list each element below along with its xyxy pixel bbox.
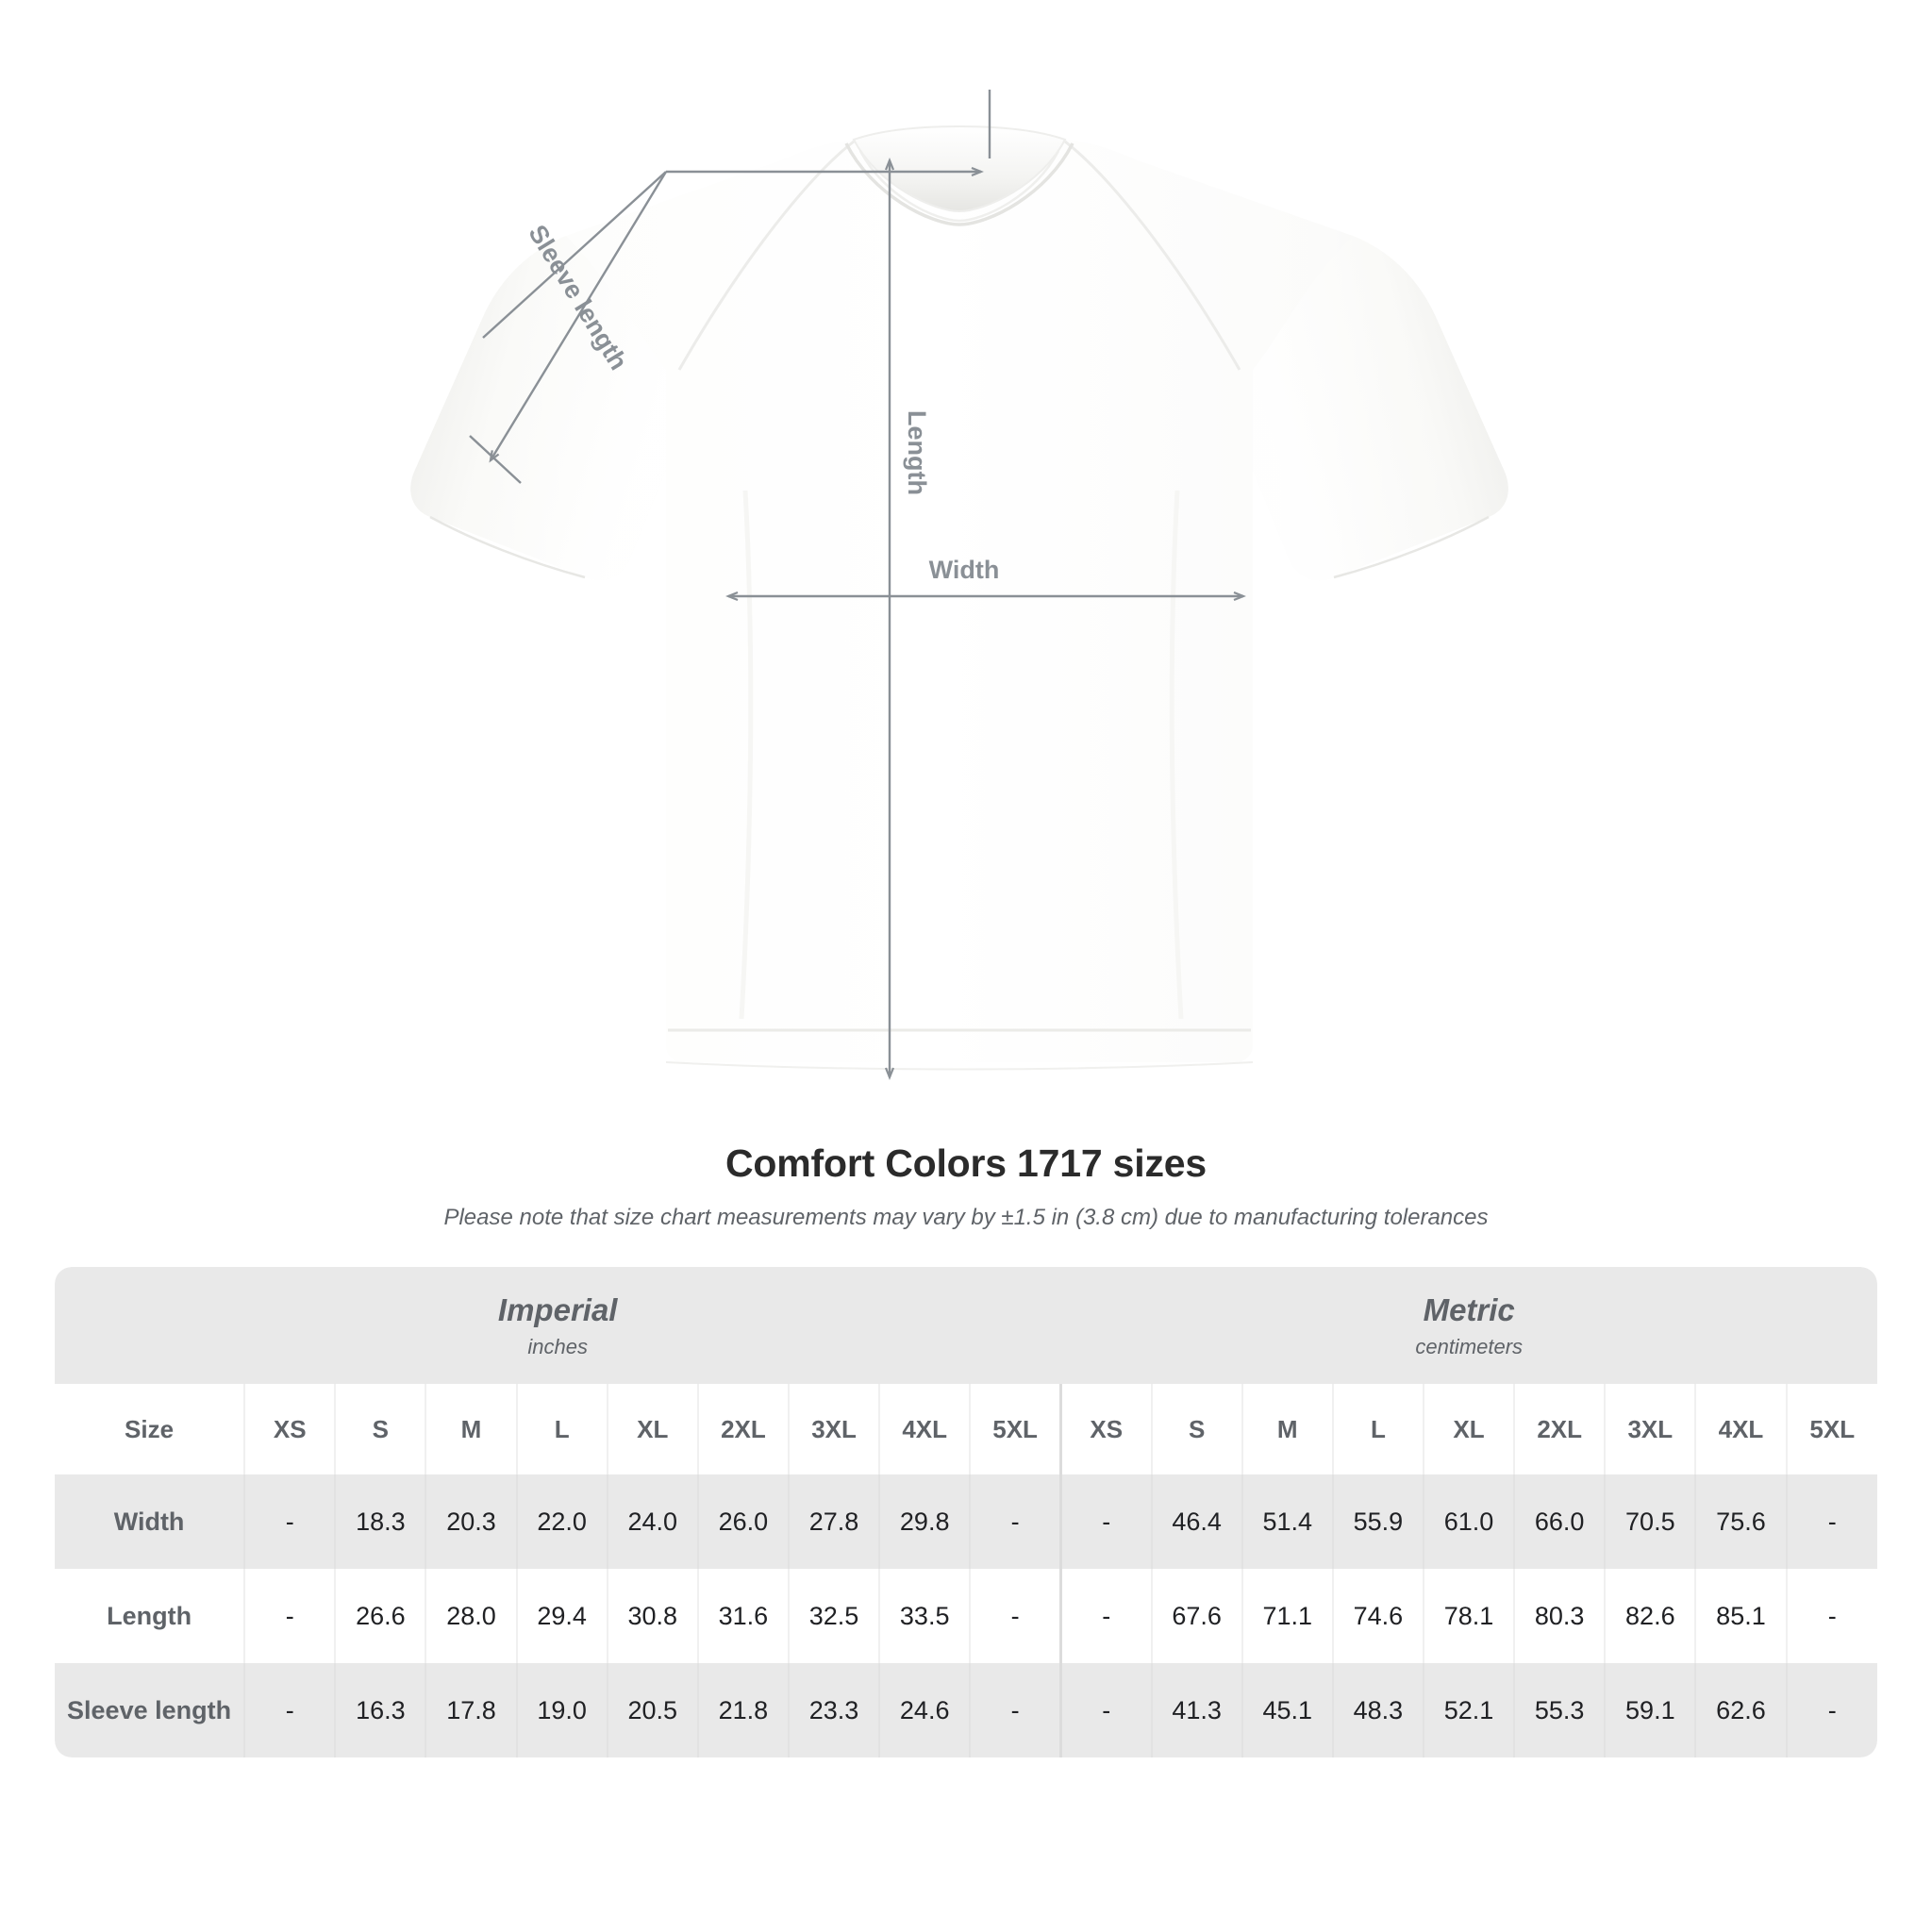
row-label-length: Length xyxy=(55,1569,245,1663)
cell-length-imp-l: 29.4 xyxy=(515,1569,608,1663)
size-header-imp-m: M xyxy=(425,1384,517,1474)
size-header-imp-s: S xyxy=(334,1384,426,1474)
cell-width-imp-xs: - xyxy=(243,1474,336,1569)
length-label: Length xyxy=(903,410,931,495)
cell-width-met-5xl: - xyxy=(1785,1474,1877,1569)
size-header-met-xl: XL xyxy=(1422,1384,1515,1474)
size-header-imp-5xl: 5XL xyxy=(969,1384,1061,1474)
cell-width-imp-xl: 24.0 xyxy=(606,1474,698,1569)
cell-sleeve-imp-l: 19.0 xyxy=(515,1663,608,1757)
cell-sleeve-met-2xl: 55.3 xyxy=(1513,1663,1606,1757)
cell-sleeve-imp-4xl: 24.6 xyxy=(878,1663,971,1757)
cell-length-met-xs: - xyxy=(1058,1569,1152,1663)
unit-cell-metric: Metric centimeters xyxy=(1060,1267,1877,1384)
cell-width-met-s: 46.4 xyxy=(1150,1474,1242,1569)
cell-sleeve-met-3xl: 59.1 xyxy=(1604,1663,1696,1757)
size-table-wrap: Imperial inches Metric centimeters Size … xyxy=(55,1267,1877,1757)
size-header-met-4xl: 4XL xyxy=(1694,1384,1787,1474)
cell-sleeve-met-s: 41.3 xyxy=(1150,1663,1242,1757)
cell-length-imp-5xl: - xyxy=(969,1569,1061,1663)
size-header-met-xs: XS xyxy=(1058,1384,1152,1474)
size-header-met-l: L xyxy=(1331,1384,1424,1474)
table-row: Sleeve length - 16.3 17.8 19.0 20.5 21.8… xyxy=(55,1663,1877,1757)
unit-cell-imperial: Imperial inches xyxy=(55,1267,1061,1384)
unit-name-metric: Metric xyxy=(1423,1291,1515,1327)
cell-length-met-3xl: 82.6 xyxy=(1604,1569,1696,1663)
measurement-overlay xyxy=(469,90,1243,1077)
size-header-label: Size xyxy=(55,1384,245,1474)
size-header-imp-l: L xyxy=(515,1384,608,1474)
cell-length-met-4xl: 85.1 xyxy=(1694,1569,1787,1663)
cell-length-imp-4xl: 33.5 xyxy=(878,1569,971,1663)
size-header-imp-2xl: 2XL xyxy=(696,1384,789,1474)
cell-width-met-2xl: 66.0 xyxy=(1513,1474,1606,1569)
unit-header-row: Imperial inches Metric centimeters xyxy=(55,1267,1877,1384)
cell-sleeve-met-xl: 52.1 xyxy=(1422,1663,1515,1757)
cell-length-imp-xs: - xyxy=(243,1569,336,1663)
page-subtitle: Please note that size chart measurements… xyxy=(443,1205,1489,1231)
size-header-imp-4xl: 4XL xyxy=(878,1384,971,1474)
unit-sub-metric: centimeters xyxy=(1415,1334,1524,1358)
width-label: Width xyxy=(929,556,1000,584)
cell-sleeve-met-l: 48.3 xyxy=(1331,1663,1424,1757)
cell-sleeve-imp-m: 17.8 xyxy=(425,1663,517,1757)
cell-width-imp-5xl: - xyxy=(969,1474,1061,1569)
cell-sleeve-met-m: 45.1 xyxy=(1241,1663,1333,1757)
size-header-met-5xl: 5XL xyxy=(1785,1384,1877,1474)
cell-sleeve-met-5xl: - xyxy=(1785,1663,1877,1757)
cell-sleeve-imp-s: 16.3 xyxy=(334,1663,426,1757)
row-label-width: Width xyxy=(55,1474,245,1569)
cell-width-met-xs: - xyxy=(1058,1474,1152,1569)
cell-length-imp-m: 28.0 xyxy=(425,1569,517,1663)
table-row: Width - 18.3 20.3 22.0 24.0 26.0 27.8 29… xyxy=(55,1474,1877,1569)
size-header-met-3xl: 3XL xyxy=(1604,1384,1696,1474)
size-header-met-m: M xyxy=(1241,1384,1333,1474)
cell-width-met-3xl: 70.5 xyxy=(1604,1474,1696,1569)
cell-width-met-m: 51.4 xyxy=(1241,1474,1333,1569)
title-block: Comfort Colors 1717 sizes Please note th… xyxy=(0,1140,1932,1232)
cell-length-imp-2xl: 31.6 xyxy=(696,1569,789,1663)
cell-length-met-2xl: 80.3 xyxy=(1513,1569,1606,1663)
cell-length-imp-s: 26.6 xyxy=(334,1569,426,1663)
page-title: Comfort Colors 1717 sizes xyxy=(725,1141,1207,1185)
cell-width-imp-l: 22.0 xyxy=(515,1474,608,1569)
cell-width-imp-4xl: 29.8 xyxy=(878,1474,971,1569)
cell-sleeve-met-xs: - xyxy=(1058,1663,1152,1757)
cell-sleeve-imp-5xl: - xyxy=(969,1663,1061,1757)
cell-width-imp-m: 20.3 xyxy=(425,1474,517,1569)
size-header-met-s: S xyxy=(1150,1384,1242,1474)
size-header-met-2xl: 2XL xyxy=(1513,1384,1606,1474)
unit-sub-imperial: inches xyxy=(527,1334,588,1358)
size-header-imp-xs: XS xyxy=(243,1384,336,1474)
cell-length-met-l: 74.6 xyxy=(1331,1569,1424,1663)
size-table: Imperial inches Metric centimeters Size … xyxy=(55,1267,1877,1757)
table-row: Length - 26.6 28.0 29.4 30.8 31.6 32.5 3… xyxy=(55,1569,1877,1663)
tshirt-illustration: Sleeve length Length Width xyxy=(410,90,1508,1123)
cell-length-met-s: 67.6 xyxy=(1150,1569,1242,1663)
cell-length-met-5xl: - xyxy=(1785,1569,1877,1663)
cell-sleeve-imp-xs: - xyxy=(243,1663,336,1757)
size-header-imp-3xl: 3XL xyxy=(787,1384,880,1474)
cell-width-met-4xl: 75.6 xyxy=(1694,1474,1787,1569)
cell-width-imp-3xl: 27.8 xyxy=(787,1474,880,1569)
size-header-row: Size XS S M L XL 2XL 3XL 4XL 5XL XS S M … xyxy=(55,1384,1877,1474)
cell-width-imp-s: 18.3 xyxy=(334,1474,426,1569)
cell-sleeve-met-4xl: 62.6 xyxy=(1694,1663,1787,1757)
cell-width-met-l: 55.9 xyxy=(1331,1474,1424,1569)
cell-width-imp-2xl: 26.0 xyxy=(696,1474,789,1569)
cell-length-met-xl: 78.1 xyxy=(1422,1569,1515,1663)
cell-width-met-xl: 61.0 xyxy=(1422,1474,1515,1569)
size-header-imp-xl: XL xyxy=(606,1384,698,1474)
cell-sleeve-imp-xl: 20.5 xyxy=(606,1663,698,1757)
cell-length-imp-3xl: 32.5 xyxy=(787,1569,880,1663)
cell-sleeve-imp-3xl: 23.3 xyxy=(787,1663,880,1757)
cell-length-met-m: 71.1 xyxy=(1241,1569,1333,1663)
unit-name-imperial: Imperial xyxy=(497,1291,618,1327)
row-label-sleeve-length: Sleeve length xyxy=(55,1663,245,1757)
cell-sleeve-imp-2xl: 21.8 xyxy=(696,1663,789,1757)
cell-length-imp-xl: 30.8 xyxy=(606,1569,698,1663)
